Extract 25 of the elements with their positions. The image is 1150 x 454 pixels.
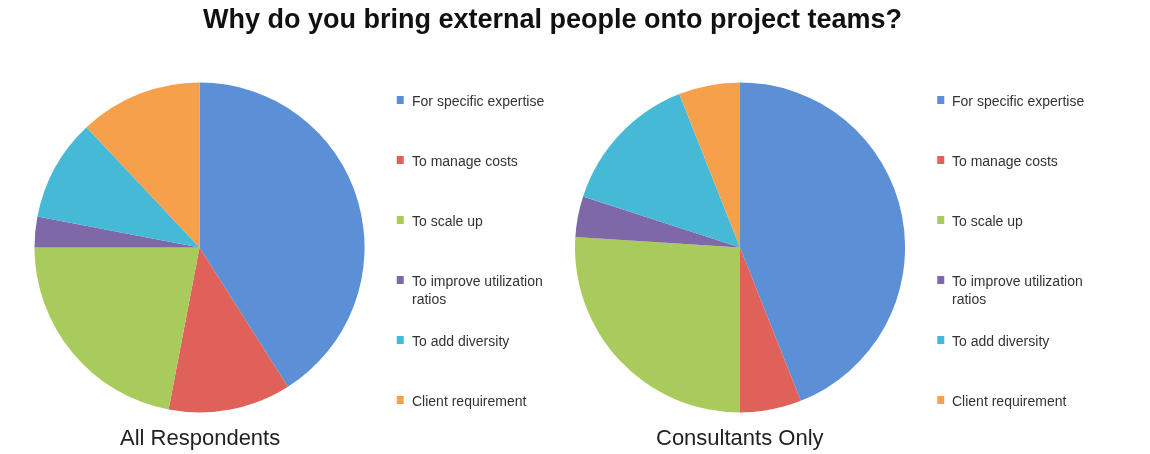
legend-label: Client requirement	[952, 393, 1067, 409]
legend-label: To add diversity	[412, 333, 510, 349]
legend-label: To manage costs	[952, 153, 1058, 169]
pie-slice	[740, 247, 801, 413]
legend-label: Client requirement	[412, 393, 527, 409]
chart-title: Why do you bring external people onto project teams?	[203, 4, 903, 34]
text: Consultants Only	[656, 425, 824, 450]
pie-slice	[740, 82, 905, 401]
legend-label: To manage costs	[412, 153, 518, 169]
text: All Respondents	[120, 425, 281, 450]
pie-slice	[37, 127, 200, 248]
pie-slice	[679, 82, 741, 248]
pie-slice	[34, 247, 200, 410]
legend-label: To scale up	[952, 213, 1024, 229]
legend-label: For specific expertise	[952, 93, 1085, 109]
pie-slice	[168, 247, 288, 413]
pie-slice	[86, 82, 200, 248]
pie-slice	[199, 82, 365, 387]
legend-label: To scale up	[412, 213, 484, 229]
legend-label: To add diversity	[952, 333, 1050, 349]
legend-label: To improve utilization ratios	[952, 273, 1083, 308]
pie-slice	[575, 237, 741, 413]
legend-label: For specific expertise	[412, 93, 545, 109]
pie-slice	[583, 93, 741, 248]
legend-label: To improve utilization ratios	[412, 273, 543, 308]
